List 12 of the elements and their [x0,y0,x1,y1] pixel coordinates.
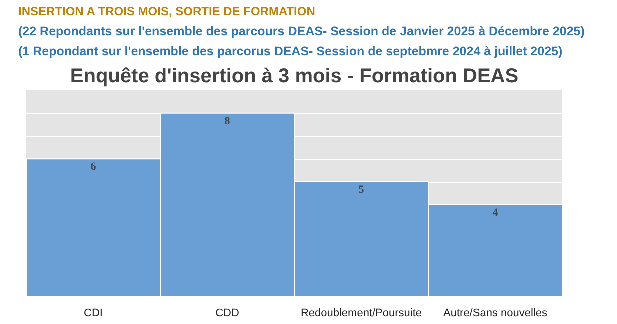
x-tick-label: Autre/Sans nouvelles [444,308,548,320]
data-label: 4 [492,206,499,219]
data-label: 5 [358,184,365,196]
data-label: 6 [90,161,97,174]
text: (1 Repondant sur l'ensemble des parcorus DEAS- Session de septebmre 2024 à juillet 2025) [18,44,563,58]
text: (22 Repondants sur l'ensemble des parcours DEAS- Session de Janvier 2025 à Décembre 2025) [18,24,585,38]
x-tick-label: CDI [84,308,103,320]
x-tick-label: Redoublement/Poursuite [300,308,422,320]
data-label: 8 [224,115,231,128]
chart-title: Enquête d'insertion à 3 mois - Formation DEAS [70,66,519,88]
text: INSERTION A TROIS MOIS, SORTIE DE FORMATION [18,4,316,18]
x-tick-label: CDD [216,308,240,320]
